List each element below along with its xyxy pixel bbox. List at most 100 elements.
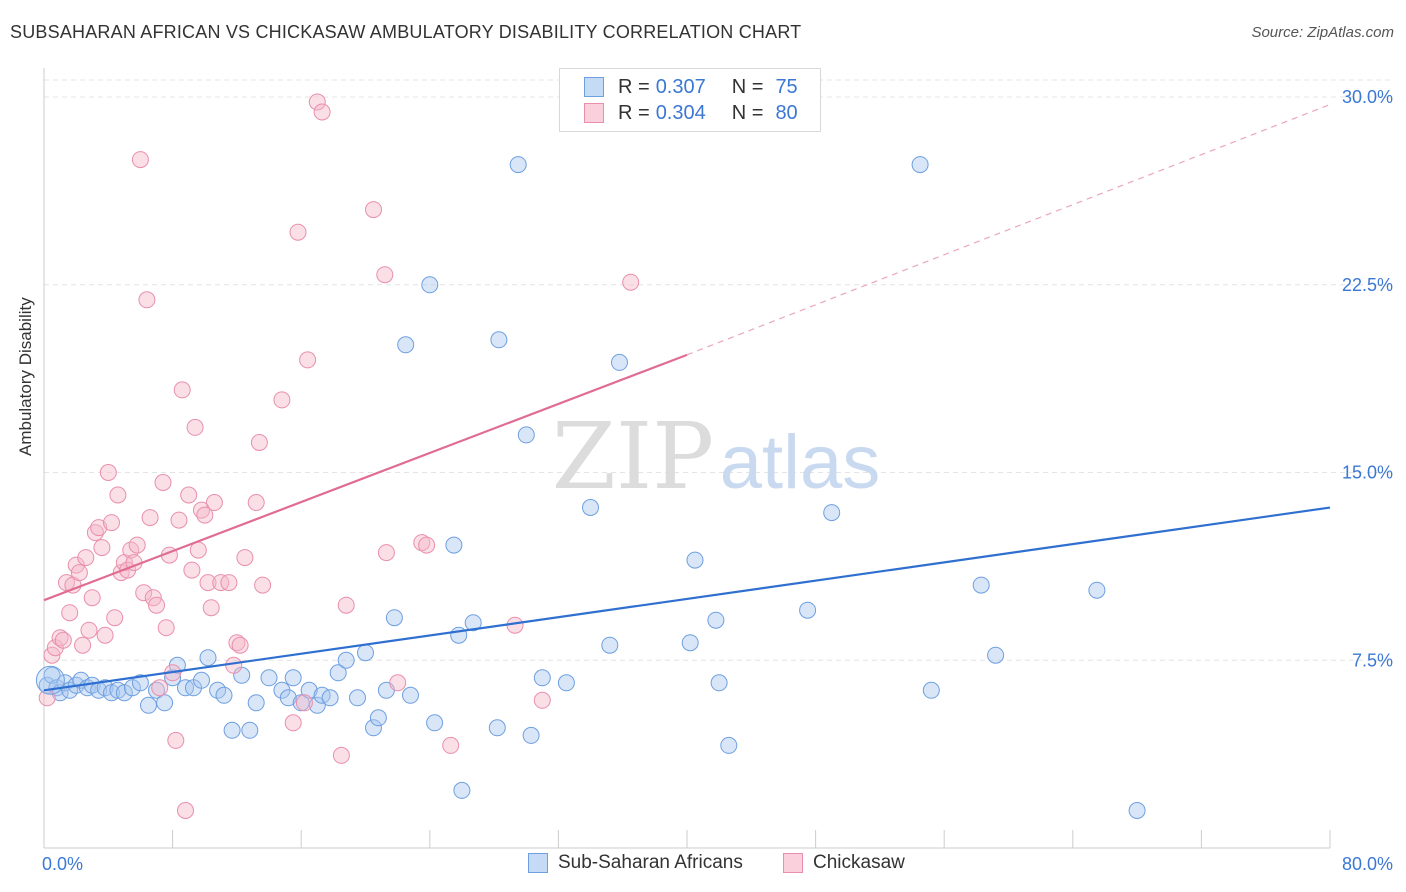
- series-legend-chickasaw: Chickasaw: [783, 852, 905, 874]
- watermark-atlas: atlas: [720, 420, 881, 505]
- point-chickasaw: [99, 464, 117, 481]
- point-subsaharan: [490, 331, 508, 349]
- point-chickasaw: [533, 691, 551, 709]
- point-chickasaw: [289, 223, 307, 241]
- point-chickasaw: [247, 494, 265, 511]
- legend-r-value: 0.304: [655, 101, 706, 124]
- point-chickasaw: [170, 511, 188, 529]
- point-subsaharan: [199, 649, 217, 667]
- point-subsaharan: [43, 666, 61, 684]
- point-chickasaw: [376, 266, 394, 284]
- point-subsaharan: [421, 276, 439, 294]
- point-subsaharan: [987, 646, 1005, 664]
- legend-r-label: R =: [618, 101, 650, 124]
- point-subsaharan: [349, 689, 366, 707]
- point-subsaharan: [823, 504, 841, 522]
- correlation-legend: R = 0.307 N = 75 R = 0.304 N = 80: [559, 68, 821, 132]
- point-chickasaw: [365, 201, 382, 219]
- trend-line-chickasaw-extension: [686, 103, 1331, 356]
- legend-swatch-chickasaw: [584, 103, 604, 123]
- y-tick-label: 7.5%: [1352, 650, 1393, 670]
- point-subsaharan: [397, 336, 415, 354]
- point-subsaharan: [611, 353, 628, 371]
- point-subsaharan: [365, 719, 382, 737]
- point-chickasaw: [202, 599, 220, 617]
- point-chickasaw: [86, 524, 104, 542]
- point-chickasaw: [141, 509, 159, 527]
- point-subsaharan: [707, 611, 725, 629]
- point-chickasaw: [295, 694, 313, 712]
- point-chickasaw: [157, 619, 175, 637]
- point-chickasaw: [413, 534, 431, 552]
- point-chickasaw: [250, 434, 268, 451]
- point-subsaharan: [799, 601, 817, 619]
- point-subsaharan: [582, 499, 599, 516]
- point-chickasaw: [236, 549, 254, 567]
- point-subsaharan: [260, 669, 278, 687]
- point-subsaharan: [601, 636, 619, 654]
- point-chickasaw: [173, 381, 191, 399]
- point-chickasaw: [199, 574, 217, 592]
- point-chickasaw: [284, 714, 302, 732]
- legend-row-subsaharan: R = 0.307 N = 75: [584, 75, 798, 99]
- y-tick-label: 30.0%: [1342, 87, 1393, 107]
- point-chickasaw: [205, 494, 223, 511]
- point-chickasaw: [389, 674, 407, 692]
- point-subsaharan: [308, 696, 326, 714]
- point-subsaharan: [321, 689, 339, 707]
- point-chickasaw: [186, 418, 204, 436]
- legend-n-value: 80: [775, 101, 798, 124]
- point-subsaharan: [300, 681, 318, 699]
- point-chickasaw: [151, 679, 169, 697]
- point-chickasaw: [273, 391, 291, 409]
- point-chickasaw: [96, 626, 114, 644]
- point-chickasaw: [183, 561, 201, 579]
- point-chickasaw: [313, 103, 331, 121]
- y-tick-label: 15.0%: [1342, 463, 1393, 483]
- y-tick-label: 22.5%: [1342, 275, 1393, 295]
- point-chickasaw: [103, 514, 120, 532]
- point-subsaharan: [369, 709, 387, 727]
- point-subsaharan: [445, 536, 463, 554]
- point-chickasaw: [70, 564, 88, 582]
- point-chickasaw: [337, 596, 355, 614]
- source-label: Source: ZipAtlas.com: [1251, 24, 1394, 41]
- point-chickasaw: [196, 506, 214, 524]
- x-tick-label-min: 0.0%: [42, 854, 83, 874]
- point-subsaharan: [215, 686, 233, 704]
- grid-lines: [44, 79, 1392, 661]
- trend-line-subsaharan: [43, 506, 1331, 692]
- point-chickasaw: [154, 474, 172, 491]
- point-subsaharan: [488, 719, 506, 737]
- point-subsaharan: [193, 671, 210, 689]
- legend-r-label: R =: [618, 75, 650, 98]
- point-subsaharan: [972, 576, 990, 594]
- point-chickasaw: [308, 93, 326, 111]
- point-subsaharan: [922, 681, 940, 699]
- point-chickasaw: [299, 351, 317, 369]
- point-chickasaw: [83, 589, 101, 607]
- point-chickasaw: [254, 576, 272, 594]
- point-subsaharan: [402, 686, 419, 704]
- point-chickasaw: [90, 519, 108, 537]
- point-chickasaw: [377, 544, 395, 562]
- point-subsaharan: [522, 726, 540, 744]
- point-subsaharan: [533, 669, 551, 687]
- point-chickasaw: [180, 486, 198, 504]
- point-chickasaw: [77, 549, 95, 567]
- watermark-zip: ZIP: [552, 403, 714, 510]
- point-chickasaw: [74, 636, 92, 654]
- point-chickasaw: [228, 634, 246, 652]
- point-chickasaw: [61, 604, 79, 622]
- point-subsaharan: [329, 664, 347, 682]
- point-subsaharan: [223, 721, 241, 739]
- legend-n-label: N =: [731, 101, 764, 124]
- point-subsaharan: [337, 651, 355, 669]
- point-subsaharan: [247, 694, 265, 712]
- point-chickasaw: [225, 656, 243, 674]
- point-subsaharan: [131, 674, 149, 692]
- point-chickasaw: [442, 736, 460, 754]
- point-subsaharan: [156, 694, 174, 712]
- point-subsaharan: [686, 551, 704, 569]
